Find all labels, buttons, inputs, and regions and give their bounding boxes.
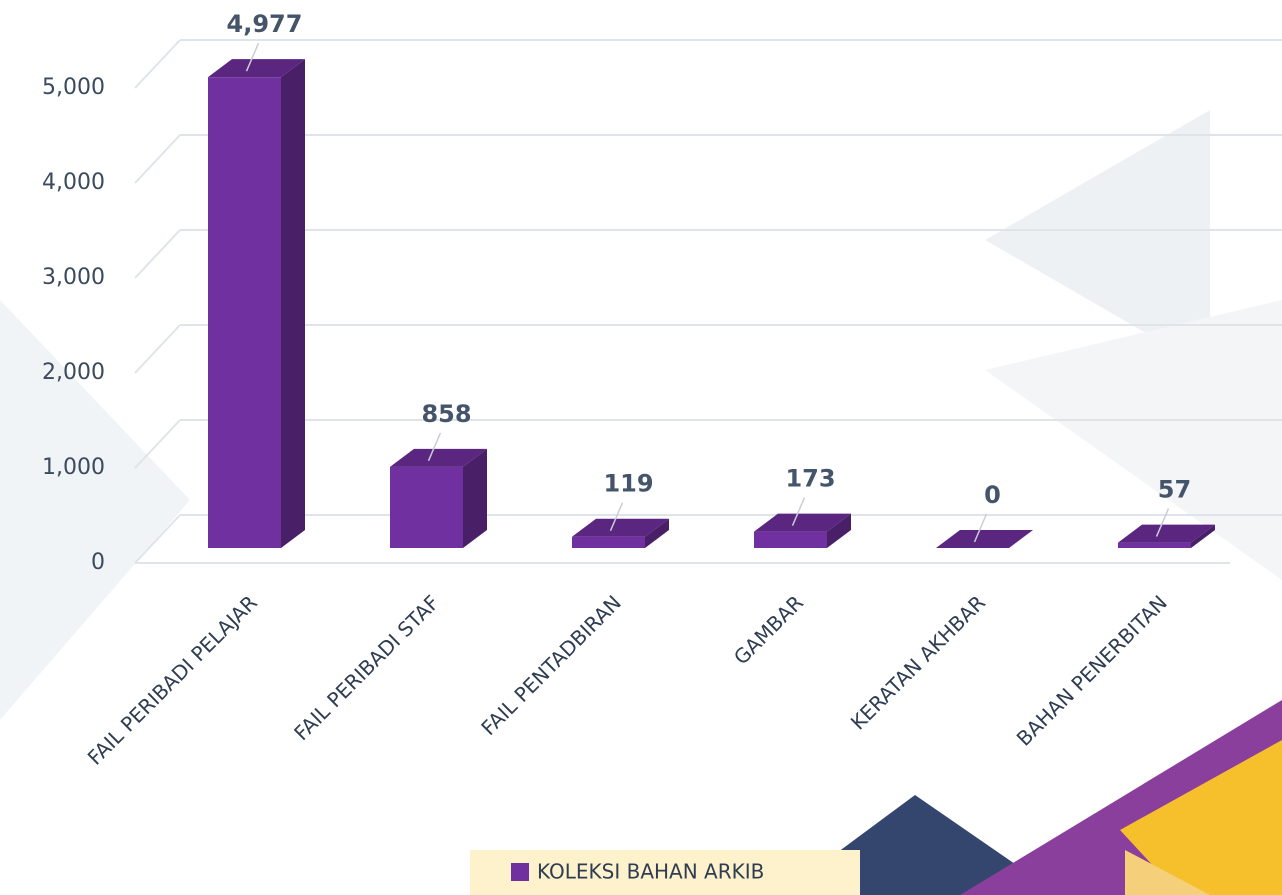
value-label: 119 [603,470,653,498]
bar-top [1118,524,1215,543]
leader-line [245,42,260,72]
x-tick-label: FAIL PERIBADI PELAJAR [83,590,262,769]
bar-top [390,448,487,467]
legend-swatch [511,863,529,881]
grid-line [134,419,181,469]
bar-front [208,77,281,549]
leader-line [427,432,442,462]
bar-front [390,466,463,548]
y-tick-label: 2,000 [42,360,105,385]
y-tick-label: 1,000 [42,455,105,480]
bar-top [754,513,851,532]
value-label: 0 [984,481,1001,509]
y-tick-label: 4,000 [42,170,105,195]
grid-line [134,514,181,564]
legend-box [470,850,860,895]
grid-line [134,229,181,279]
bar-side [645,518,669,548]
x-tick-label: GAMBAR [729,590,808,669]
bar-front [754,531,827,548]
bar-top [936,530,1033,548]
y-tick-label: 3,000 [42,265,105,290]
x-tick-label: KERATAN AKHBAR [846,590,990,734]
bar-side [827,513,851,548]
background-decoration [0,110,1282,895]
leader-line [973,513,988,543]
grid-line [134,324,181,374]
grid-line [134,39,181,89]
bar-side [1191,524,1215,548]
value-label: 4,977 [227,10,303,38]
leader-line [609,502,624,532]
bar-front [572,536,645,548]
y-tick-label: 0 [91,550,105,575]
bar-top [208,59,305,78]
bar-side [281,59,305,548]
y-tick-label: 5,000 [42,75,105,100]
bar-top [572,518,669,537]
legend-label: KOLEKSI BAHAN ARKIB [537,860,764,884]
leader-line [791,497,806,526]
bar-side [463,448,487,548]
x-tick-label: BAHAN PENERBITAN [1012,590,1172,750]
x-tick-label: FAIL PENTADBIRAN [476,590,626,740]
leader-line [1155,508,1170,537]
value-label: 173 [785,465,835,493]
value-label: 858 [421,400,471,428]
grid-line [134,134,181,184]
bar-front [1118,542,1191,548]
value-label: 57 [1158,476,1191,504]
x-tick-label: FAIL PERIBADI STAF [289,590,444,745]
